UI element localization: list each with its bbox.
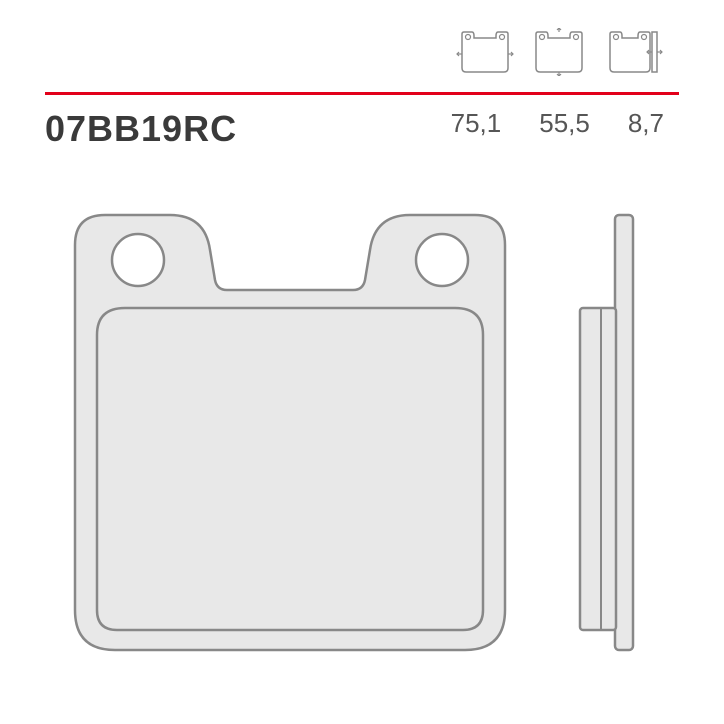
thickness-value: 8,7 — [628, 108, 664, 139]
dimensions-group: 75,1 55,5 8,7 — [451, 108, 664, 139]
diagram-container: 07BB19RC 75,1 55,5 8,7 — [0, 0, 724, 724]
dimension-icons-row — [454, 28, 664, 76]
width-dimension-icon — [454, 28, 516, 76]
info-row: 07BB19RC 75,1 55,5 8,7 — [45, 108, 679, 150]
part-number: 07BB19RC — [45, 108, 237, 150]
width-value: 75,1 — [451, 108, 502, 139]
height-value: 55,5 — [539, 108, 590, 139]
height-dimension-icon — [528, 28, 590, 76]
front-view — [75, 215, 505, 650]
separator-line — [45, 92, 679, 95]
brake-pad-svg — [45, 190, 679, 690]
side-view — [580, 215, 633, 650]
main-diagram — [45, 190, 679, 694]
thickness-dimension-icon — [602, 28, 664, 76]
